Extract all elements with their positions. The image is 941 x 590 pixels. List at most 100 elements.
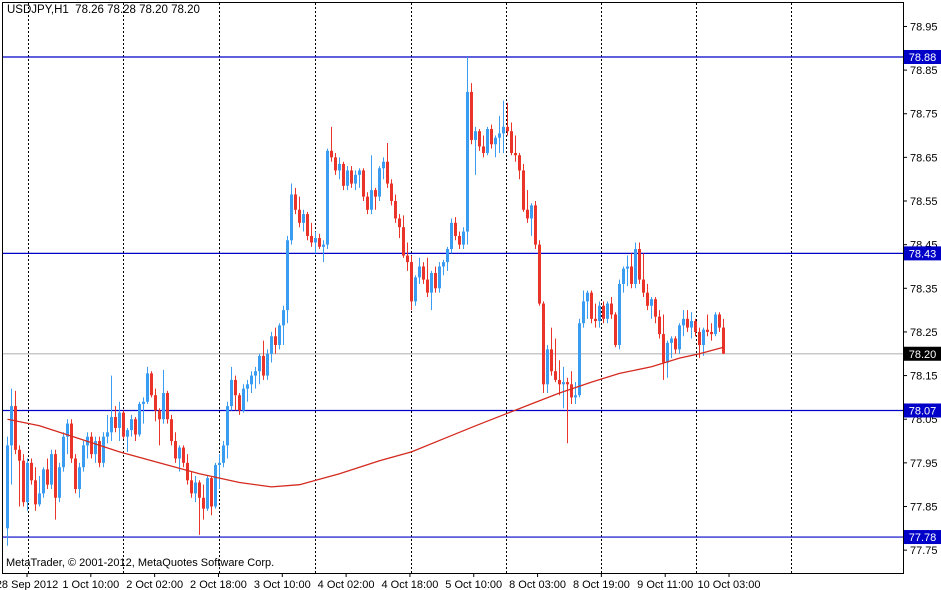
candle [274, 327, 277, 354]
candle-body [118, 412, 121, 428]
price-tick-label: 77.85 [910, 501, 938, 513]
candle [526, 190, 529, 223]
candle-body [470, 91, 473, 140]
candle [694, 318, 697, 337]
candle-body [658, 316, 661, 335]
price-badge-bg [904, 530, 941, 545]
candle [134, 417, 137, 442]
candle [242, 384, 245, 413]
candle-body [166, 393, 169, 420]
candle-body [398, 218, 401, 228]
candle-body [618, 283, 621, 346]
candle [322, 240, 325, 263]
candle-body [690, 321, 693, 328]
candle-body [482, 146, 485, 154]
candle [450, 218, 453, 254]
candle [666, 340, 669, 378]
candle [454, 217, 457, 241]
candle-body [18, 449, 21, 461]
candle [622, 266, 625, 293]
candle [630, 253, 633, 289]
candle-body [326, 150, 329, 245]
candle-body [198, 482, 201, 498]
candle [218, 454, 221, 490]
price-badge-label: 78.07 [909, 405, 937, 417]
candle-body [410, 262, 413, 302]
candle-body [214, 465, 217, 507]
candle-body [142, 401, 145, 404]
candle-body [298, 209, 301, 223]
candle [566, 377, 569, 444]
candle [570, 371, 573, 404]
candle-body [566, 382, 569, 385]
time-tick-label: 4 Oct 18:00 [381, 579, 438, 590]
candle-body [246, 384, 249, 389]
time-tick-label: 10 Oct 03:00 [698, 579, 761, 590]
candle [34, 467, 37, 511]
candle-body [626, 266, 629, 269]
price-badge-label: 78.88 [909, 52, 937, 64]
candle-body [494, 137, 497, 145]
candle [266, 349, 269, 380]
candle-body [370, 190, 373, 210]
candle [78, 462, 81, 498]
candle [154, 388, 157, 422]
candle [430, 270, 433, 311]
candle [270, 331, 273, 363]
candle [518, 153, 521, 180]
candle-body [38, 493, 41, 505]
candle [514, 135, 517, 162]
candle [150, 371, 153, 398]
candle-body [426, 279, 429, 293]
candle [262, 340, 265, 380]
candle [670, 336, 673, 359]
candle [234, 375, 237, 411]
candle [38, 475, 41, 507]
candle-body [98, 441, 101, 463]
candle [106, 414, 109, 444]
candle [490, 124, 493, 149]
candle-body [282, 310, 285, 326]
price-badge: 78.43 [904, 246, 941, 261]
candle [182, 445, 185, 468]
candle [46, 458, 49, 490]
candle [482, 135, 485, 158]
plot-border [2, 2, 904, 574]
candle-body [502, 126, 505, 134]
candle-body [574, 395, 577, 398]
candle [342, 161, 345, 191]
candles-layer [6, 57, 725, 546]
candle-body [390, 183, 393, 202]
candle [286, 235, 289, 324]
candle [298, 196, 301, 228]
candle [18, 445, 21, 507]
candle-body [362, 170, 365, 197]
candle-body [614, 314, 617, 346]
candle-body [402, 227, 405, 256]
candle [22, 454, 25, 507]
candle-body [274, 336, 277, 346]
candle [546, 345, 549, 394]
candle-body [174, 441, 177, 459]
candle-body [474, 131, 477, 140]
candle-body [534, 205, 537, 245]
price-tick-label: 78.95 [910, 21, 938, 33]
candle [238, 393, 241, 415]
candle [654, 297, 657, 324]
candle [334, 153, 337, 175]
candle-body [346, 170, 349, 186]
candle-body [606, 303, 609, 319]
candle-body [378, 168, 381, 197]
candle [662, 314, 665, 380]
candle-body [130, 419, 133, 431]
candle [502, 100, 505, 154]
candle-body [350, 170, 353, 184]
candle-body [406, 255, 409, 263]
candle-body [382, 161, 385, 169]
candle [346, 166, 349, 191]
candle [410, 255, 413, 311]
candle-body [74, 458, 77, 490]
candle [698, 327, 701, 359]
candle [678, 323, 681, 354]
